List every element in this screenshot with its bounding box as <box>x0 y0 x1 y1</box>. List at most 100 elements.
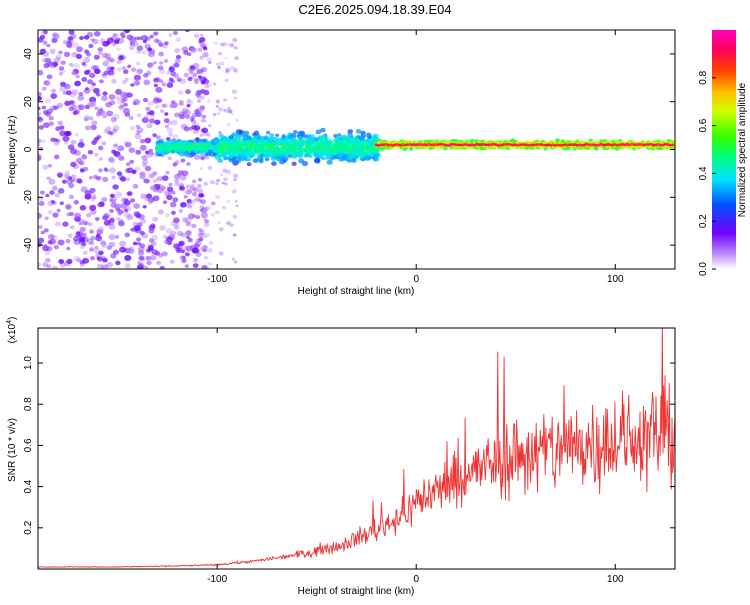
spectrogram-cell <box>245 135 252 141</box>
spectrogram-cell <box>338 156 344 162</box>
spectrogram-cell <box>215 62 220 66</box>
spectrogram-cell <box>453 143 457 146</box>
spectrogram-cell <box>628 143 632 147</box>
spectrogram-cell <box>189 65 197 72</box>
spectrogram-cell <box>145 106 151 112</box>
spectrogram-cell <box>38 92 42 97</box>
spectrogram-cell <box>235 129 242 135</box>
spectrogram-cell <box>125 177 130 182</box>
spectrogram-cell <box>325 152 330 156</box>
spectrogram-cell <box>230 43 234 46</box>
spectrogram-cell <box>179 185 185 191</box>
spectrogram-cell <box>109 100 116 106</box>
spectrogram-cell <box>97 47 104 52</box>
spectrogram-cell <box>234 200 238 203</box>
spectrogram-cell <box>192 72 198 77</box>
spectrogram-cell <box>153 77 159 83</box>
spectrogram-cell <box>233 46 238 50</box>
spectrogram-cell <box>81 61 86 66</box>
spectrogram-cell <box>210 180 215 185</box>
spectrogram-cell <box>56 172 63 178</box>
spectrogram-cell <box>174 112 180 118</box>
spectrogram-cell <box>68 30 75 35</box>
spectrogram-cell <box>78 91 84 97</box>
spectrogram-cell <box>226 221 231 226</box>
spectrogram-cell <box>157 149 163 155</box>
spectrogram-cell <box>166 146 173 153</box>
x-tick-label: 0 <box>413 274 419 285</box>
spectrogram-cell <box>170 231 177 236</box>
spectrogram-cell <box>164 112 169 116</box>
spectrogram-cell <box>94 68 101 75</box>
spectrogram-cell <box>342 140 348 145</box>
spectrogram-cell <box>108 241 116 248</box>
spectrogram-cell <box>118 105 124 110</box>
spectrogram-cell <box>77 95 85 101</box>
spectrogram-cell <box>162 234 167 239</box>
spectrogram-cell <box>171 146 177 151</box>
spectrogram-cell <box>130 227 135 232</box>
spectrogram-cell <box>144 165 152 172</box>
spectrogram-cell <box>185 235 190 239</box>
spectrogram-cell <box>409 147 414 151</box>
spectrogram-cell <box>84 49 90 54</box>
spectrogram-cell <box>126 191 132 196</box>
spectrogram-cell <box>458 143 462 147</box>
spectrogram-cell <box>210 201 216 206</box>
spectrogram-cell <box>42 86 47 91</box>
spectrogram-cell <box>196 95 202 99</box>
spectrogram-cell <box>226 199 231 204</box>
spectrogram-cell <box>112 33 118 38</box>
spectrogram-cell <box>124 232 130 238</box>
spectrogram-cell <box>46 176 51 181</box>
spectrogram-cell <box>113 143 118 148</box>
spectrogram-cell <box>129 36 137 43</box>
spectrogram-cell <box>88 175 93 180</box>
spectrogram-cell <box>313 152 320 158</box>
spectrogram-cell <box>275 150 282 156</box>
spectrogram-cell <box>74 80 81 87</box>
spectrogram-cell <box>130 83 135 87</box>
spectrogram-cell <box>218 52 222 56</box>
spectrogram-cell <box>594 144 598 147</box>
spectrogram-cell <box>230 112 234 116</box>
spectrogram-cell <box>198 227 203 232</box>
spectrogram-cell <box>659 143 663 147</box>
spectrogram-cell <box>307 139 313 145</box>
spectrogram-cell <box>224 148 230 154</box>
spectrogram-cell <box>38 225 43 229</box>
snr-ticks: -100 0 100 0.2 0.4 0.6 0.8 1.0 <box>23 328 675 585</box>
spectrogram-cell <box>112 128 118 134</box>
spectrogram-cell <box>40 230 45 235</box>
spectrogram-cell <box>355 147 361 152</box>
spectrogram-cell <box>47 210 53 215</box>
spectrogram-cell <box>75 53 83 60</box>
x-tick-label: 100 <box>607 274 624 285</box>
spectrogram-cell <box>487 143 491 147</box>
spectrogram-cell <box>242 137 247 142</box>
spectrogram-cell <box>187 204 192 209</box>
spectrogram-cell <box>379 143 383 147</box>
spectrogram-cell <box>355 139 362 145</box>
spectrogram-cell <box>353 154 359 160</box>
spectrogram-cell <box>190 118 195 122</box>
spectrogram-cell <box>324 144 330 149</box>
spectrogram-cell <box>67 144 75 150</box>
spectrogram-cell <box>230 152 237 157</box>
spectrogram-cell <box>126 141 133 147</box>
spectrogram-cell <box>506 142 510 146</box>
spectrogram-cell <box>134 167 141 172</box>
spectrogram-cell <box>343 147 350 153</box>
spectrogram-cell <box>101 242 108 248</box>
spectrogram-cell <box>49 238 57 245</box>
spectrogram-cell <box>215 99 221 104</box>
spectrogram-cell <box>302 134 308 139</box>
spectrogram-cell <box>148 228 155 234</box>
spectrogram-cell <box>73 235 80 242</box>
spectrogram-cell <box>102 61 109 67</box>
snr-line <box>38 328 675 568</box>
spectrogram-cell <box>52 33 60 40</box>
spectrogram-cell <box>90 192 97 198</box>
spectrogram-cell <box>110 66 115 71</box>
